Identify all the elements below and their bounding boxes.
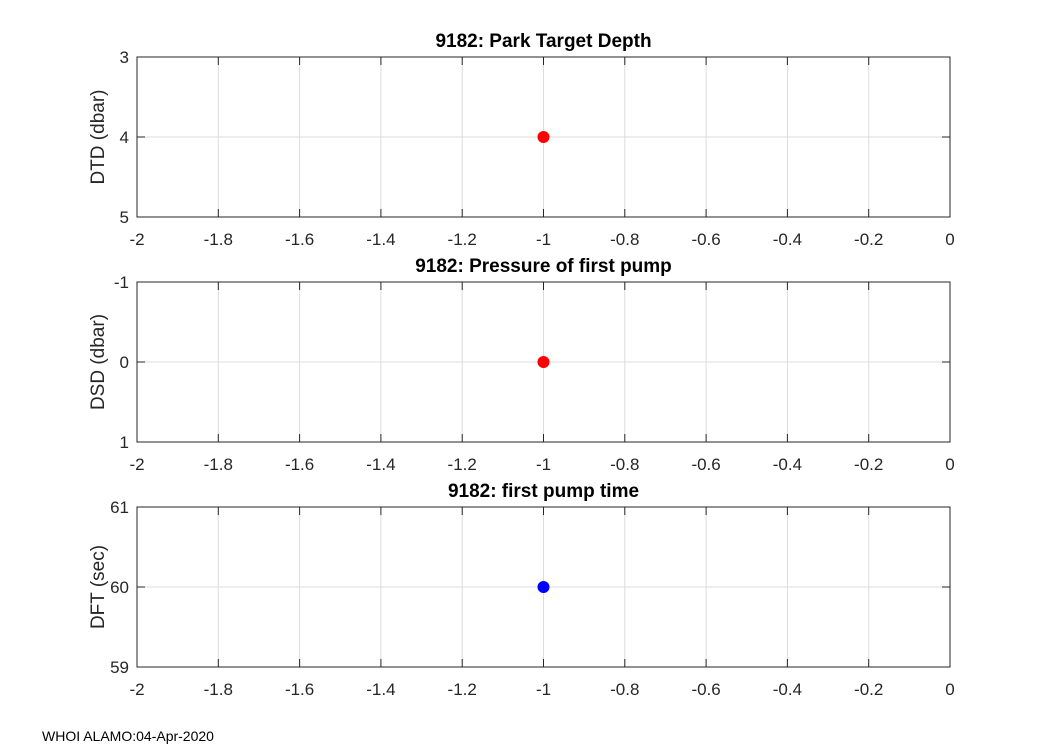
x-tick-label: -1.6 — [285, 455, 314, 474]
x-tick-label: -1.2 — [448, 680, 477, 699]
x-tick-label: -2 — [129, 680, 144, 699]
x-tick-label: -0.8 — [610, 230, 639, 249]
y-axis-label: DFT (sec) — [88, 545, 109, 629]
x-tick-label: -0.8 — [610, 455, 639, 474]
y-axis-label: DTD (dbar) — [88, 89, 109, 184]
x-tick-label: -1.2 — [448, 230, 477, 249]
subplot-title: 9182: Park Target Depth — [435, 31, 651, 52]
x-tick-label: -0.2 — [854, 455, 883, 474]
x-tick-label: -1 — [536, 230, 551, 249]
x-tick-label: 0 — [945, 455, 954, 474]
x-tick-label: -0.2 — [854, 230, 883, 249]
axes-box — [136, 281, 951, 443]
y-tick-label: 0 — [120, 353, 129, 372]
x-tick-label: -1 — [536, 455, 551, 474]
x-tick-label: 0 — [945, 230, 954, 249]
footer-credit: WHOI ALAMO:04-Apr-2020 — [42, 728, 214, 744]
axes-box — [136, 56, 951, 218]
x-tick-label: -1.4 — [366, 680, 395, 699]
x-tick-label: -1.8 — [204, 455, 233, 474]
x-tick-label: -1.8 — [204, 680, 233, 699]
x-tick-label: -1.6 — [285, 230, 314, 249]
subplot-2: -2 -1.8 -1.6 -1.4 -1.2 -1 -0.8 -0.6 -0.4 -0.2 0 -1 0… — [88, 256, 955, 474]
subplot-title: 9182: Pressure of first pump — [415, 256, 672, 277]
x-tick-label: -1.4 — [366, 455, 395, 474]
subplot-title: 9182: first pump time — [448, 481, 639, 502]
subplot-1: -2 -1.8 -1.6 -1.4 -1.2 -1 -0.8 -0.6 -0.4 -0.2 0 3 4 5… — [88, 31, 955, 249]
x-tick-label: -0.6 — [691, 680, 720, 699]
x-tick-label: -1 — [536, 680, 551, 699]
y-tick-label: 4 — [120, 128, 129, 147]
y-tick-label: 61 — [110, 498, 129, 517]
data-point — [537, 356, 550, 368]
subplot-3: -2 -1.8 -1.6 -1.4 -1.2 -1 -0.8 -0.6 -0.4 -0.2 0 59 6… — [88, 481, 955, 699]
data-point — [537, 581, 550, 593]
x-tick-label: -1.2 — [448, 455, 477, 474]
y-tick-label: 1 — [120, 433, 129, 452]
x-tick-label: -2 — [129, 230, 144, 249]
x-tick-label: 0 — [945, 680, 954, 699]
x-tick-label: -1.6 — [285, 680, 314, 699]
data-point — [537, 131, 550, 143]
y-tick-label: 5 — [120, 208, 129, 227]
x-tick-label: -1.4 — [366, 230, 395, 249]
x-tick-label: -0.4 — [773, 230, 802, 249]
x-tick-label: -2 — [129, 455, 144, 474]
x-tick-label: -0.4 — [773, 680, 802, 699]
x-tick-label: -0.6 — [691, 230, 720, 249]
x-tick-label: -0.2 — [854, 680, 883, 699]
y-tick-label: 59 — [110, 658, 129, 677]
y-tick-label: 3 — [120, 48, 129, 67]
y-tick-label: 60 — [110, 578, 129, 597]
y-tick-label: -1 — [114, 273, 129, 292]
x-tick-label: -0.4 — [773, 455, 802, 474]
x-tick-label: -0.6 — [691, 455, 720, 474]
x-tick-label: -0.8 — [610, 680, 639, 699]
axes-box — [136, 506, 951, 668]
x-tick-label: -1.8 — [204, 230, 233, 249]
y-axis-label: DSD (dbar) — [88, 314, 109, 410]
